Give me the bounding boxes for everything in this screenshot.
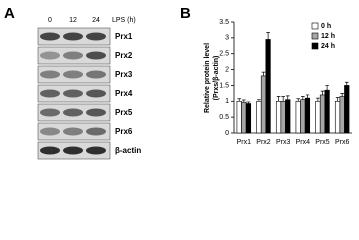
panel-label: A bbox=[4, 5, 15, 22]
error-bar bbox=[325, 85, 329, 91]
blot-strip bbox=[37, 46, 111, 65]
error-bar bbox=[344, 81, 349, 86]
y-tick-label: 1.5 bbox=[219, 82, 229, 89]
error-bar bbox=[242, 99, 246, 103]
y-axis-title: (Prxs/β-actin) bbox=[213, 56, 220, 101]
bar bbox=[260, 75, 267, 134]
error-bar bbox=[261, 71, 266, 76]
legend-label: 24 h bbox=[321, 43, 335, 50]
bar bbox=[256, 100, 262, 134]
blot-band bbox=[40, 70, 60, 79]
x-tick-label: Prx5 bbox=[315, 139, 330, 146]
row-label: Prx6 bbox=[115, 127, 133, 136]
legend-swatch bbox=[311, 42, 319, 50]
row-label: β-actin bbox=[115, 146, 141, 155]
y-tick-label: 3 bbox=[225, 35, 229, 42]
x-tick-label: Prx6 bbox=[335, 139, 350, 146]
blot-band bbox=[86, 108, 106, 117]
bar bbox=[285, 99, 291, 134]
error-bar bbox=[281, 96, 285, 102]
error-bar bbox=[340, 93, 344, 97]
blot-strip bbox=[37, 65, 111, 84]
blot-band bbox=[40, 89, 60, 98]
bar bbox=[304, 97, 311, 134]
blot-band bbox=[40, 146, 60, 155]
blot-band bbox=[63, 32, 83, 41]
x-tick-label: Prx3 bbox=[276, 139, 291, 146]
blot-band bbox=[86, 51, 106, 60]
lane-title: LPS (h) bbox=[112, 17, 136, 24]
error-bar bbox=[257, 99, 261, 102]
blot-band bbox=[63, 51, 83, 60]
figure: A B Relative protein level (Prxs/β-actin… bbox=[4, 5, 352, 160]
y-tick-label: 3.5 bbox=[219, 19, 229, 26]
error-bar bbox=[285, 95, 290, 100]
blot-band bbox=[86, 89, 106, 98]
error-bar bbox=[296, 98, 301, 102]
error-bar bbox=[246, 101, 251, 104]
blot-band bbox=[63, 89, 83, 98]
blot-band bbox=[63, 127, 83, 136]
error-bar bbox=[266, 32, 270, 40]
bar bbox=[319, 94, 326, 134]
blot-strip bbox=[37, 122, 111, 141]
bar bbox=[245, 103, 252, 134]
blot-band bbox=[86, 146, 106, 155]
bar bbox=[275, 100, 282, 134]
y-tick-label: 2 bbox=[225, 66, 229, 73]
lane-label: 0 bbox=[48, 17, 52, 24]
y-tick-label: 0 bbox=[225, 130, 229, 137]
y-axis-title: Relative protein level bbox=[204, 43, 211, 113]
blot-band bbox=[63, 108, 83, 117]
error-bar bbox=[335, 97, 340, 102]
blot-band bbox=[86, 32, 106, 41]
legend-label: 12 h bbox=[321, 33, 335, 40]
bar bbox=[324, 89, 330, 134]
error-bar bbox=[320, 90, 325, 95]
bar bbox=[241, 101, 247, 134]
bar bbox=[295, 100, 301, 134]
blot-band bbox=[40, 51, 60, 60]
bar bbox=[339, 96, 345, 134]
bar bbox=[280, 100, 286, 134]
x-tick-label: Prx4 bbox=[296, 139, 311, 146]
panel-label: B bbox=[180, 5, 191, 22]
bar bbox=[315, 100, 321, 134]
y-tick-label: 0.5 bbox=[219, 114, 229, 121]
blot-band bbox=[40, 108, 60, 117]
blot-band bbox=[40, 127, 60, 136]
legend-swatch bbox=[311, 22, 319, 30]
bar bbox=[334, 100, 341, 134]
legend-label: 0 h bbox=[321, 23, 331, 30]
x-tick-label: Prx2 bbox=[256, 139, 271, 146]
blot-band bbox=[63, 146, 83, 155]
bar bbox=[300, 99, 306, 134]
blot-band bbox=[63, 70, 83, 79]
x-tick-label: Prx1 bbox=[237, 139, 252, 146]
row-label: Prx4 bbox=[115, 89, 133, 98]
y-tick-label: 2.5 bbox=[219, 51, 229, 58]
row-label: Prx1 bbox=[115, 32, 133, 41]
bar bbox=[236, 100, 242, 134]
lane-label: 12 bbox=[69, 17, 77, 24]
y-tick-label: 1 bbox=[225, 98, 229, 105]
blot-band bbox=[40, 32, 60, 41]
row-label: Prx2 bbox=[115, 51, 133, 60]
error-bar bbox=[301, 96, 305, 100]
row-label: Prx5 bbox=[115, 108, 133, 117]
bar bbox=[344, 85, 350, 134]
error-bar bbox=[237, 98, 242, 102]
blot-band bbox=[86, 70, 106, 79]
lane-label: 24 bbox=[92, 17, 100, 24]
bar bbox=[265, 39, 271, 134]
row-label: Prx3 bbox=[115, 70, 133, 79]
legend-swatch bbox=[311, 32, 319, 40]
error-bar bbox=[316, 97, 320, 102]
blot-band bbox=[86, 127, 106, 136]
error-bar bbox=[276, 96, 281, 102]
error-bar bbox=[305, 94, 310, 99]
